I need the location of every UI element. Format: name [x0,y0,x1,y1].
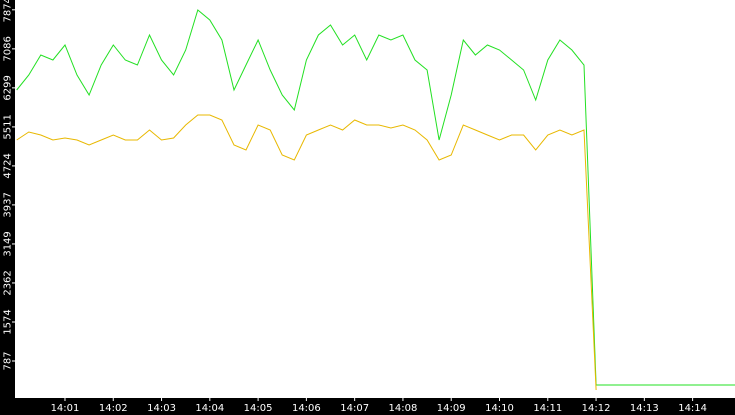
y-tick-label: 1574 [3,309,14,334]
x-tick-label: 14:02 [99,403,128,414]
y-tick-label: 3937 [3,192,14,217]
series-line [16,9,735,386]
y-tick-label: 3149 [3,231,14,256]
y-tick-label: 4724 [3,153,14,178]
y-tick-label: 2362 [3,270,14,295]
x-tick-label: 14:08 [389,403,418,414]
x-tick-label: 14:09 [437,403,466,414]
axes: 787 1574 2362 3149 3937 4724 5511 6299 7086 7874 1… [3,0,708,414]
x-tick-label: 14:03 [147,403,176,414]
series-line [16,114,597,391]
y-tick-label: 5511 [3,114,14,139]
plot-area [16,9,735,391]
x-tick-label: 14:10 [485,403,514,414]
x-tick-label: 14:05 [244,403,273,414]
x-tick-label: 14:14 [678,403,707,414]
x-tick-label: 14:01 [51,403,80,414]
x-tick-label: 14:12 [582,403,611,414]
y-axis-bar [0,0,15,415]
x-axis-bar [0,398,735,415]
x-tick-label: 14:07 [340,403,369,414]
x-tick-label: 14:04 [195,403,224,414]
x-tick-label: 14:11 [533,403,562,414]
x-tick-label: 14:06 [292,403,321,414]
y-tick-label: 7086 [3,36,14,61]
y-tick-label: 7874 [3,0,14,23]
y-tick-label: 787 [3,351,14,370]
y-tick-label: 6299 [3,75,14,100]
x-tick-label: 14:13 [630,403,659,414]
